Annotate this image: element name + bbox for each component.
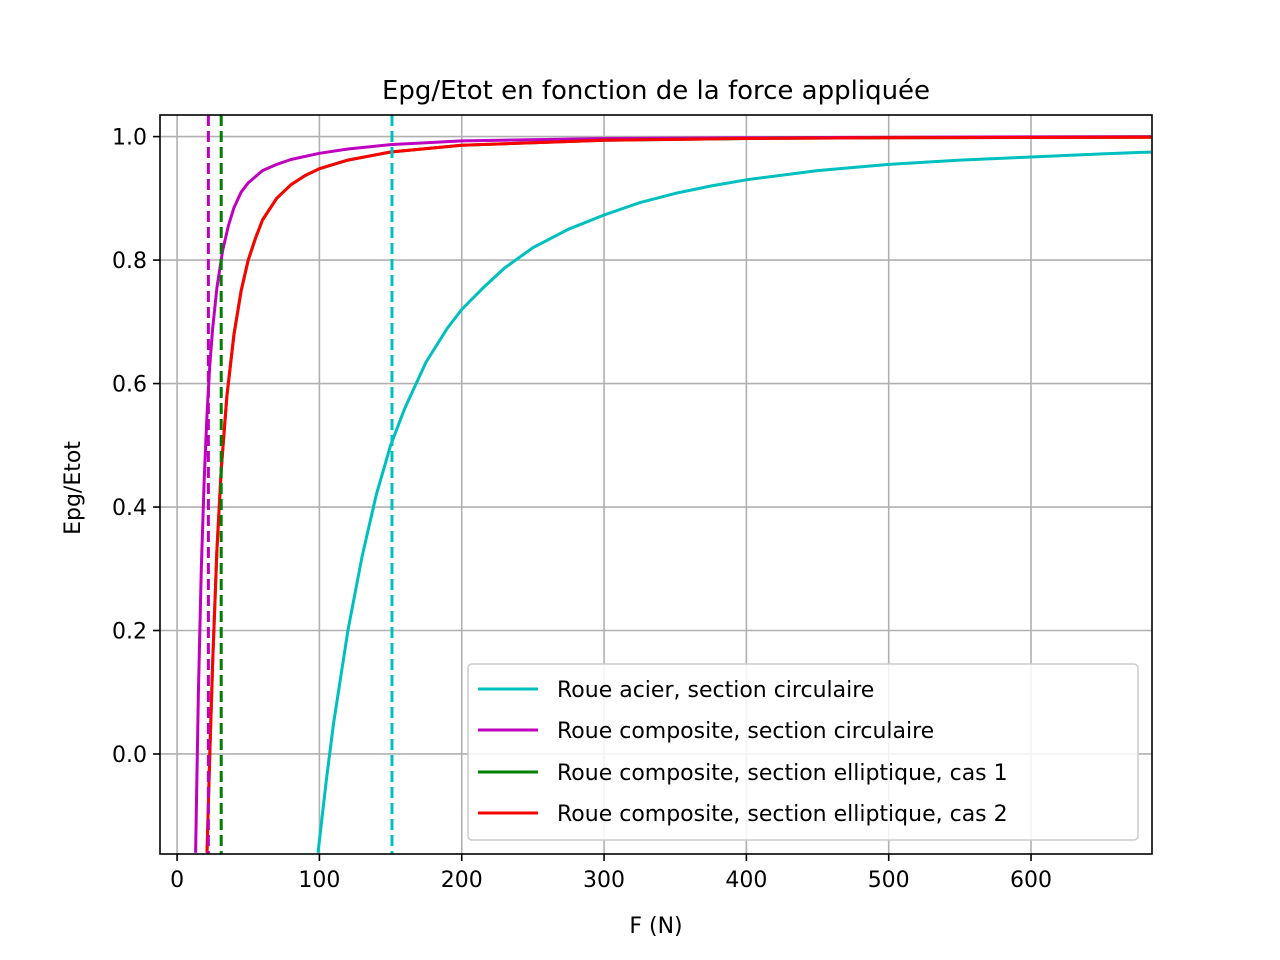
- chart-title: Epg/Etot en fonction de la force appliqu…: [382, 76, 930, 106]
- legend-label: Roue composite, section elliptique, cas …: [557, 802, 1008, 827]
- legend-entries: Roue acier, section circulaire Roue compo…: [478, 678, 1008, 827]
- y-tick-label: 0.8: [112, 249, 147, 274]
- y-axis-label: Epg/Etot: [61, 441, 86, 535]
- series-layer: [194, 115, 1152, 854]
- y-tick-label: 0.6: [112, 373, 147, 398]
- x-tick-label: 400: [725, 868, 767, 893]
- x-axis-label: F (N): [629, 914, 682, 939]
- y-tick-label: 0.0: [112, 743, 147, 768]
- x-tick-label: 0: [170, 868, 184, 893]
- y-tick-label: 0.2: [112, 620, 147, 645]
- legend: Roue acier, section circulaire Roue compo…: [467, 663, 1139, 841]
- x-tick-label: 500: [868, 868, 910, 893]
- plot-frame: [159, 114, 1153, 855]
- x-tick-label: 100: [298, 868, 340, 893]
- y-tick-label: 0.4: [112, 496, 147, 521]
- x-tick-label: 300: [583, 868, 625, 893]
- series-line-4: [205, 135, 1152, 853]
- series-line-1: [316, 150, 1152, 853]
- legend-label: Roue composite, section elliptique, cas …: [557, 761, 1008, 786]
- x-tick-label: 600: [1010, 868, 1052, 893]
- legend-label: Roue acier, section circulaire: [557, 678, 874, 703]
- y-tick-label: 1.0: [112, 126, 147, 151]
- legend-box: [467, 663, 1139, 841]
- ticks: 0 100 200 300 400 500 600 0.0 0.2 0.4 0.6 0.8 1.0: [112, 126, 1052, 893]
- x-tick-label: 200: [441, 868, 483, 893]
- series-line-2: [194, 135, 1152, 853]
- legend-label: Roue composite, section circulaire: [557, 719, 934, 744]
